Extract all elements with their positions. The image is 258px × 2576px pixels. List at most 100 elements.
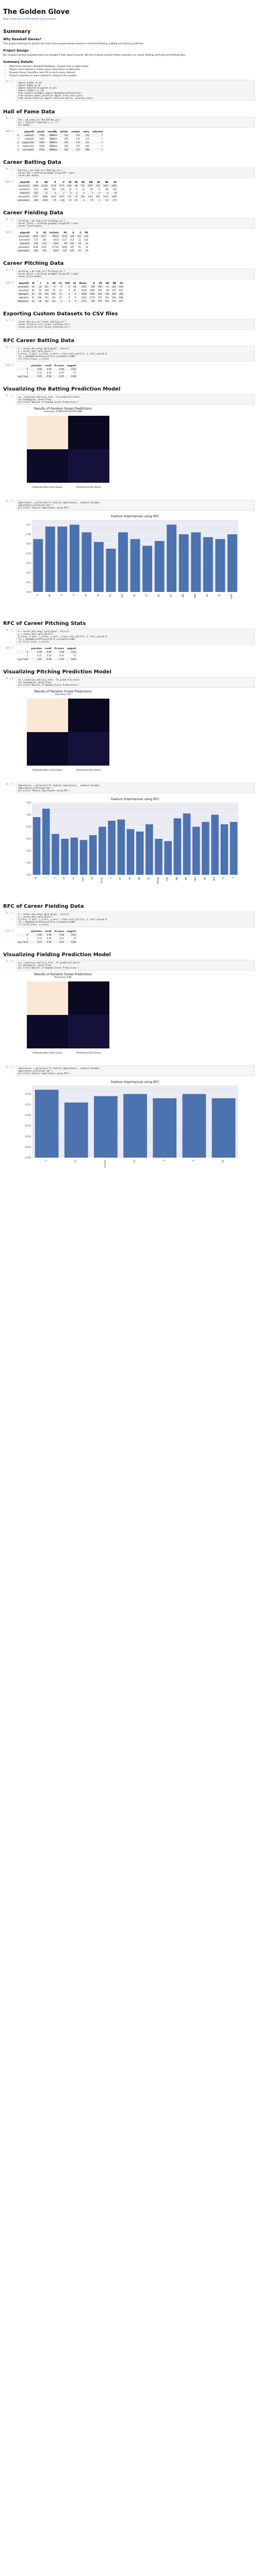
- y-tick-label: 0.06: [26, 802, 31, 804]
- table-cell: 0: [16, 367, 30, 371]
- summary-sub2: Project Design: [3, 49, 29, 53]
- table-cell: 1936: [35, 133, 46, 137]
- y-tick-label: 0.01: [26, 581, 31, 584]
- code-input[interactable]: pitching = pd.read_csv('Pitching.csv') c…: [16, 268, 255, 279]
- in-prompt: In [ ]:: [6, 346, 14, 348]
- y-tick-label: 0.04: [26, 825, 31, 828]
- confusion-matrix-figure: Results of Random Forest Predictions Accu…: [17, 690, 255, 781]
- out-prompt: Out[ ]:: [6, 130, 14, 132]
- code-input[interactable]: X = career_bat.drop('gold_glove', axis=1…: [16, 911, 255, 927]
- code-cell[interactable]: In [ ]: career_bat.to_csv('career_batting…: [3, 319, 255, 330]
- table-row: 1 0.71 0.35 0.47 57: [16, 371, 78, 375]
- table-cell: 944: [43, 188, 48, 191]
- code-cell[interactable]: In [ ]: pitching = pd.read_csv('Pitching.…: [3, 268, 255, 279]
- code-input[interactable]: importances = pd.Series(rfc.feature_impo…: [16, 500, 255, 511]
- column-header: playerID: [19, 282, 29, 284]
- column-header: SO: [120, 282, 123, 284]
- table-cell: 888: [119, 296, 123, 299]
- confusion-matrix: Predicted Non-Gold Glove Predicted Gold G…: [27, 981, 109, 1055]
- x-tick-label: G: [36, 594, 39, 596]
- repo-link[interactable]: github.com/the-golden-glove-project: [13, 18, 56, 21]
- table-cell: 3858: [77, 292, 88, 296]
- code-cell[interactable]: In [ ]: importances = pd.Series(rfc.featu…: [3, 500, 255, 511]
- confusion-matrix-figure: Results of Random Forest Predictions Accu…: [17, 407, 255, 498]
- table-cell: 154: [105, 296, 109, 299]
- code-input[interactable]: import pandas as pd import numpy as np i…: [16, 80, 255, 101]
- code-cell[interactable]: In [ ]: cm = confusion_matrix(y_test, rfc…: [3, 960, 255, 971]
- x-tick-label: AB: [48, 594, 51, 597]
- table-cell: 59: [75, 195, 78, 198]
- table-cell: 89: [106, 289, 109, 292]
- y-tick-label: 0.05: [26, 543, 31, 545]
- code-input[interactable]: cm = confusion_matrix(y_test, rfc.predic…: [16, 677, 255, 688]
- table-cell: 1203: [65, 650, 78, 654]
- code-input[interactable]: cm = confusion_matrix(y_test, rfc.predic…: [16, 960, 255, 971]
- table-cell: 482: [31, 249, 40, 252]
- table-cell: 162: [43, 299, 50, 303]
- code-cell[interactable]: In [ ]: import pandas as pd import numpy …: [3, 80, 255, 101]
- table-cell: 0.35: [46, 371, 52, 374]
- code-cell[interactable]: In [ ]: X = career_bat.drop('gold_glove',…: [3, 629, 255, 645]
- output-table: playerID yearid votedBy ballots needed votes i…: [16, 130, 255, 151]
- code-input[interactable]: cm = confusion_matrix(y_test, rfc.predic…: [16, 394, 255, 405]
- table-cell: abreubo01: [18, 246, 30, 248]
- code-input[interactable]: career_bat.to_csv('career_batting.csv') …: [16, 319, 255, 330]
- bar: [57, 527, 68, 592]
- code-cell[interactable]: In [ ]: importances = pd.Series(rfc.featu…: [3, 1065, 255, 1076]
- data-table: precision recall f1-score support 0 0.96 0.99 0…: [16, 364, 78, 378]
- code-cell[interactable]: In [ ]: X = career_bat.drop('gold_glove',…: [3, 346, 255, 362]
- table-cell: 75: [86, 198, 95, 202]
- code-input[interactable]: importances = pd.Series(rfc.feature_impo…: [16, 783, 255, 793]
- bar-chart: Feature Importances using RFC 0.00 0.01 0.0…: [26, 515, 238, 599]
- bar: [164, 841, 172, 875]
- y-tick-label: 0.00: [26, 874, 31, 876]
- column-header: GS: [43, 231, 46, 234]
- code-cell[interactable]: In [ ]: cm = confusion_matrix(y_test, rfc…: [3, 394, 255, 405]
- table-cell: 37: [57, 292, 63, 296]
- x-tick-label: SHO: [82, 877, 84, 882]
- y-tick-label: 0.02: [26, 850, 31, 852]
- table-header-row: precision recall f1-score support: [16, 929, 78, 933]
- table-cell: 1085: [89, 289, 95, 292]
- meta-line: View on github.com/the-golden-glove-proj…: [3, 18, 255, 21]
- x-tick-label: BAOpp: [156, 877, 159, 884]
- table-cell: 0.95: [53, 940, 66, 944]
- table-cell: aardsda01: [16, 285, 30, 289]
- code-cell[interactable]: In [ ]: fielding = pd.read_csv('Fielding.…: [3, 218, 255, 229]
- table-cell: 94: [90, 188, 93, 191]
- code-input[interactable]: fielding = pd.read_csv('Fielding.csv') c…: [16, 218, 255, 229]
- table-cell: 3771: [57, 184, 66, 188]
- output-cell: Out[ ]: playerID W L G GS CG SHO SV IPouts H ER HR BB…: [3, 281, 255, 303]
- table-cell: 5014: [47, 242, 60, 245]
- x-tick-label: GS: [63, 877, 66, 880]
- code-input[interactable]: hof = pd.read_csv('HallOfFame.csv') hof …: [16, 117, 255, 128]
- summary-sub3: Summary Details: [3, 60, 33, 64]
- column-header: support: [67, 364, 76, 367]
- table-cell: 43: [30, 299, 36, 303]
- table-cell: 3328: [81, 289, 87, 292]
- matrix-cell: [68, 732, 109, 766]
- table-cell: 0.99: [43, 650, 53, 654]
- in-prompt: In [ ]:: [6, 783, 14, 785]
- code-cell[interactable]: In [ ]: importances = pd.Series(rfc.featu…: [3, 783, 255, 793]
- code-input[interactable]: importances = pd.Series(rfc.feature_impo…: [16, 1065, 255, 1076]
- table-cell: 4209: [61, 246, 67, 248]
- table-cell: 108: [37, 296, 42, 299]
- feature-importance-chart: Feature Importances using RFC 0.00 0.01 0.0…: [17, 795, 255, 895]
- table-cell: 0: [57, 285, 63, 289]
- code-cell[interactable]: In [ ]: hof = pd.read_csv('HallOfFame.csv…: [3, 117, 255, 128]
- bar: [82, 532, 92, 592]
- x-tick-label: BB: [157, 594, 160, 597]
- code-cell[interactable]: In [ ]: batting = pd.read_csv('Batting.cs…: [3, 167, 255, 178]
- table-header-row: precision recall f1-score support: [16, 647, 78, 650]
- table-cell: cobbty01: [20, 133, 36, 137]
- code-input[interactable]: X = career_bat.drop('gold_glove', axis=1…: [16, 629, 255, 645]
- code-input[interactable]: X = career_bat.drop('gold_glove', axis=1…: [16, 346, 255, 362]
- column-header: [16, 364, 29, 367]
- table-cell: 1019: [39, 198, 50, 202]
- code-cell[interactable]: In [ ]: X = career_bat.drop('gold_glove',…: [3, 911, 255, 927]
- bar: [153, 1098, 176, 1158]
- table-cell: 134: [50, 299, 57, 303]
- code-input[interactable]: batting = pd.read_csv('Batting.csv') car…: [16, 167, 255, 178]
- code-cell[interactable]: In [ ]: cm = confusion_matrix(y_test, rfc…: [3, 677, 255, 688]
